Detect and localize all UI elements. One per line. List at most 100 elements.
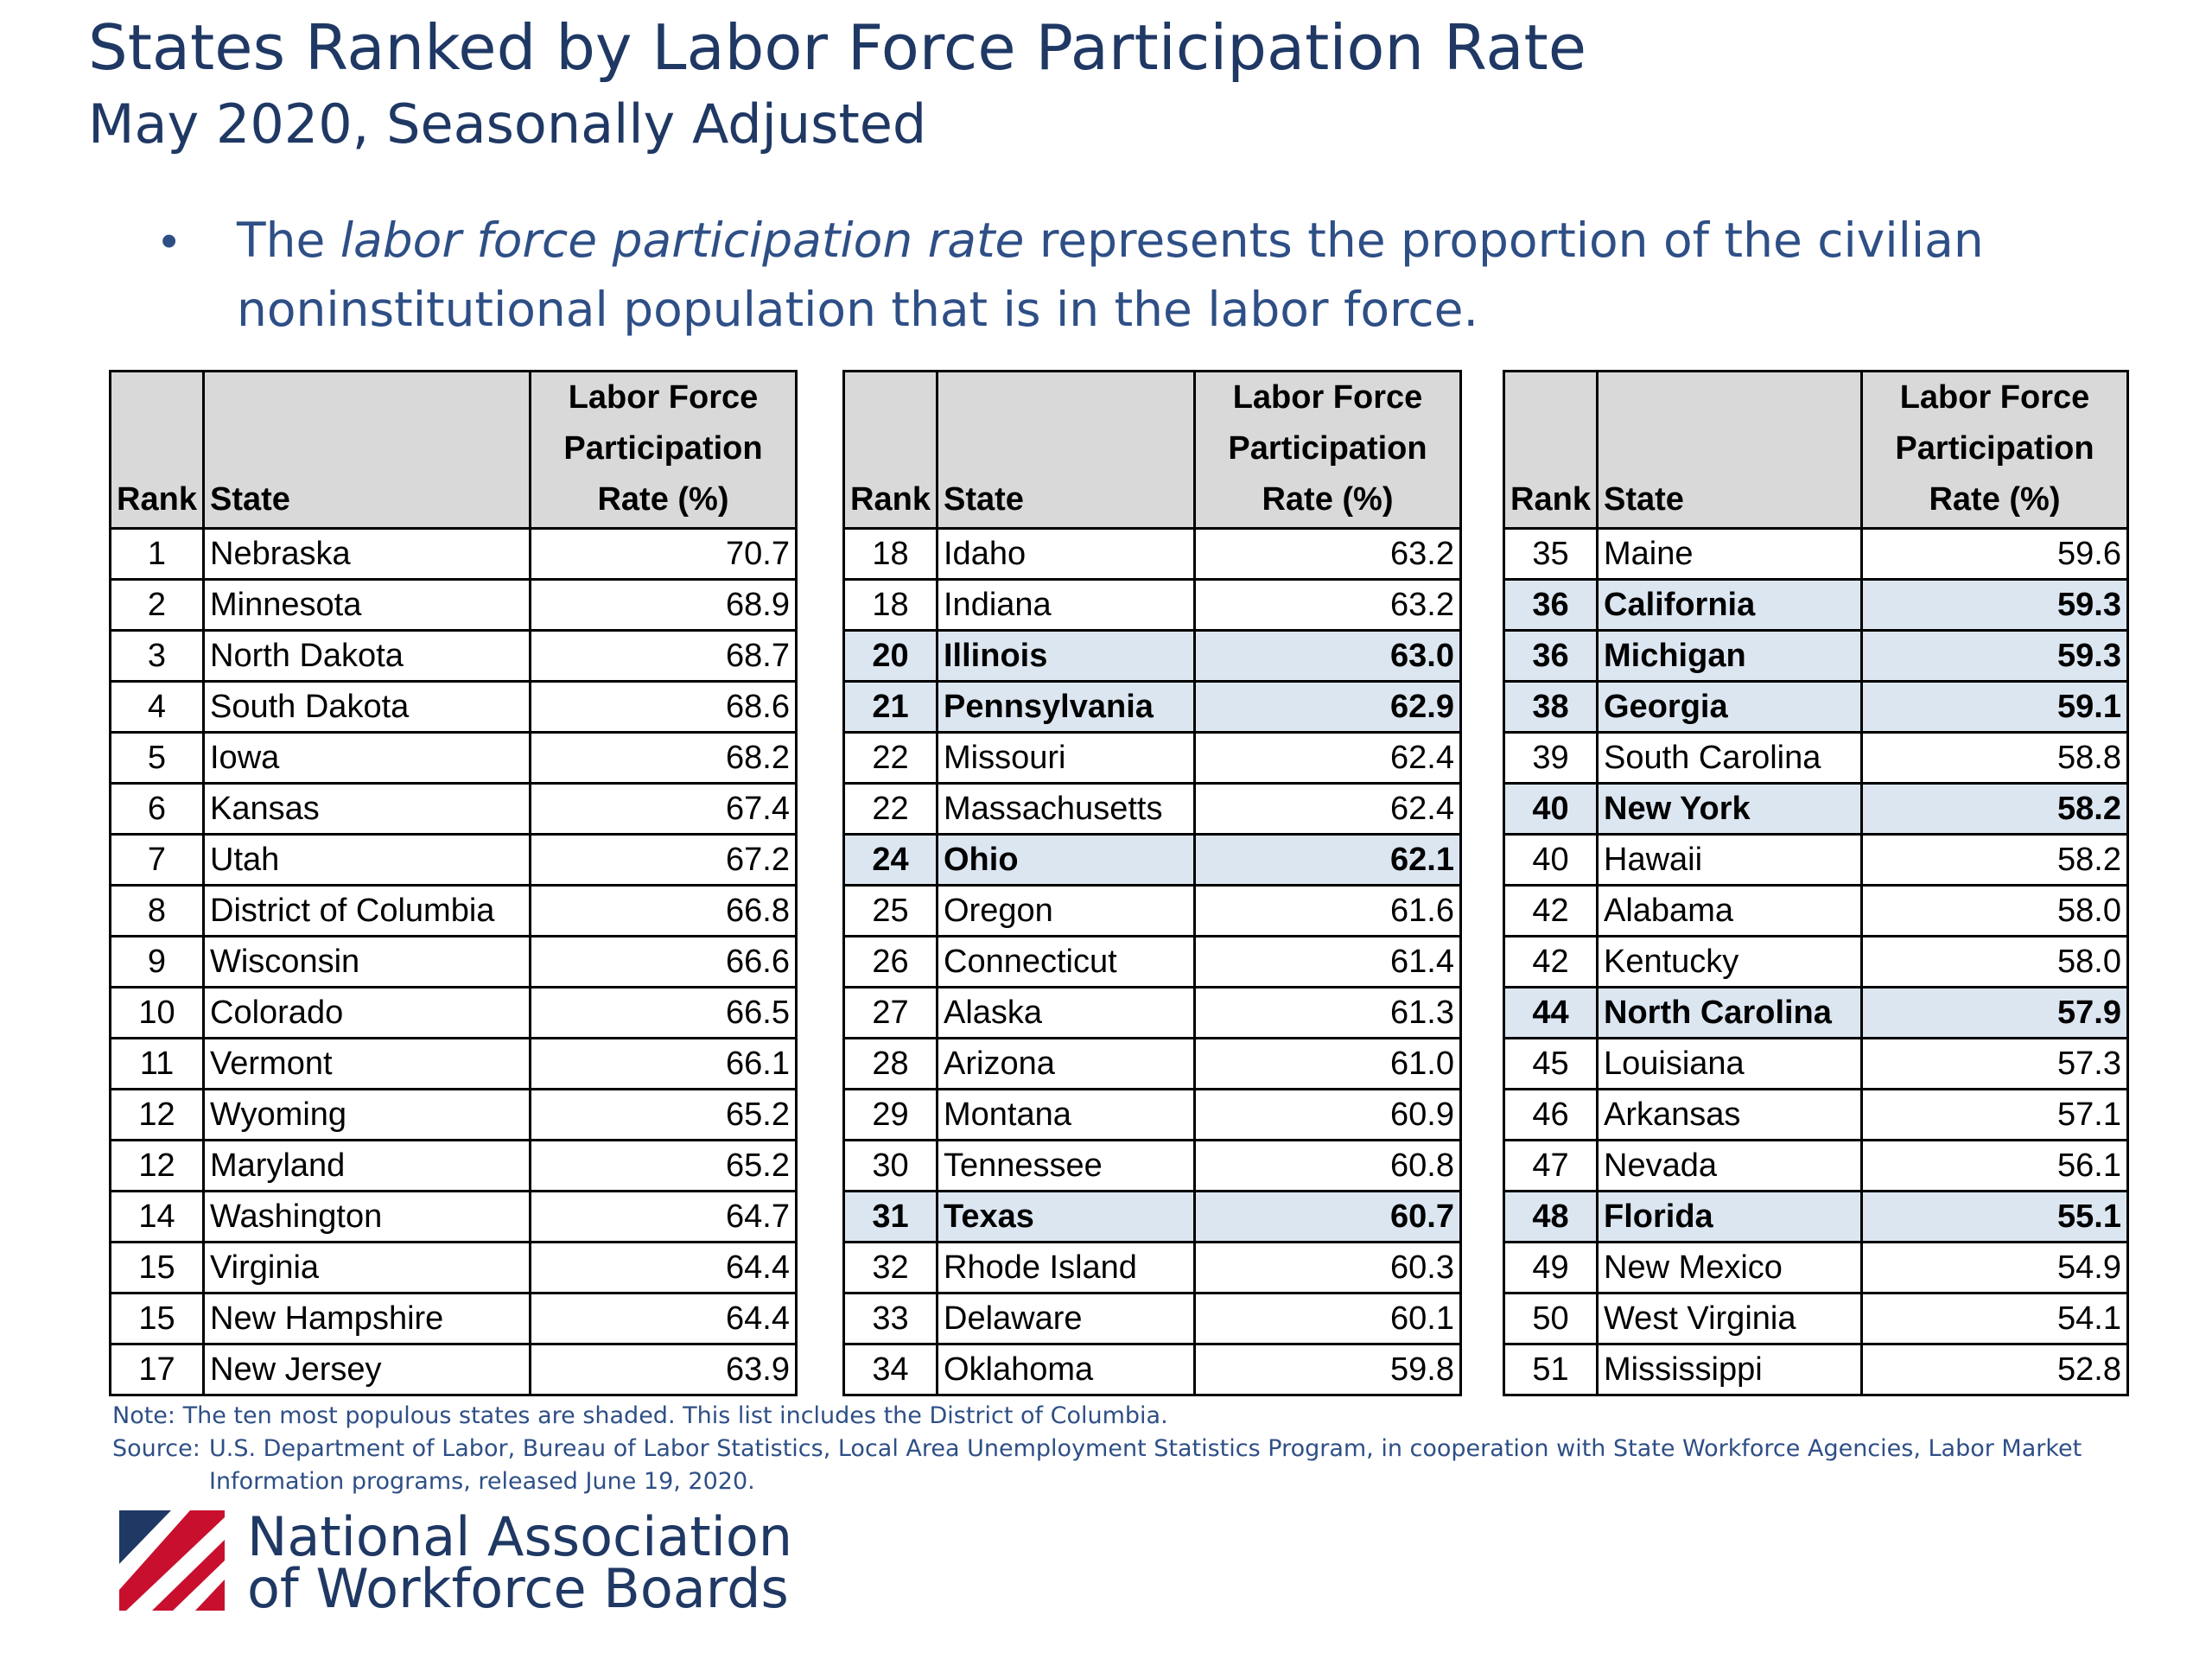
table-row: 9 Wisconsin 66.6	[109, 935, 798, 988]
table-row: 49 New Mexico 54.9	[1503, 1241, 2129, 1294]
rank-cell: 51	[1503, 1343, 1599, 1396]
table-row: 40 New York 58.2	[1503, 782, 2129, 836]
table-row: 40 Hawaii 58.2	[1503, 833, 2129, 887]
rate-cell: 68.2	[529, 731, 798, 785]
table-row: 22 Missouri 62.4	[842, 731, 1462, 785]
rate-cell: 66.8	[529, 884, 798, 938]
rate-cell: 58.0	[1860, 935, 2129, 988]
ranking-table-3: Rank State Labor Force Participation Rate (%…	[1503, 370, 2129, 1396]
table-row: 46 Arkansas 57.1	[1503, 1088, 2129, 1141]
rank-cell: 11	[109, 1037, 205, 1090]
state-cell: Tennessee	[936, 1139, 1196, 1192]
rate-cell: 60.9	[1193, 1088, 1462, 1141]
table-row: 33 Delaware 60.1	[842, 1292, 1462, 1345]
rate-cell: 64.7	[529, 1190, 798, 1243]
rank-cell: 18	[842, 527, 938, 581]
rate-cell: 60.1	[1193, 1292, 1462, 1345]
table-row: 50 West Virginia 54.1	[1503, 1292, 2129, 1345]
rank-cell: 28	[842, 1037, 938, 1090]
rank-cell: 21	[842, 680, 938, 734]
rate-cell: 66.5	[529, 986, 798, 1039]
rank-cell: 8	[109, 884, 205, 938]
rate-cell: 58.2	[1860, 782, 2129, 836]
source-line-1: U.S. Department of Labor, Bureau of Labo…	[209, 1435, 2082, 1462]
rate-cell: 59.8	[1193, 1343, 1462, 1396]
rate-header-line: Rate (%)	[597, 481, 729, 518]
logo-text-line-2: of Workforce Boards	[247, 1557, 789, 1620]
page-subtitle: May 2020, Seasonally Adjusted	[88, 92, 927, 156]
rate-header-line: Rate (%)	[1262, 481, 1394, 518]
table-row: 21 Pennsylvania 62.9	[842, 680, 1462, 734]
rate-cell: 66.1	[529, 1037, 798, 1090]
source-label: Source:	[112, 1435, 200, 1462]
rate-header-line: Labor Force	[1899, 379, 2090, 416]
rank-cell: 2	[109, 578, 205, 632]
rate-cell: 70.7	[529, 527, 798, 581]
state-cell: Alabama	[1596, 884, 1863, 938]
rank-cell: 40	[1503, 833, 1599, 887]
state-cell: Kansas	[202, 782, 531, 836]
bullet-marker: •	[161, 213, 178, 267]
state-cell: Montana	[936, 1088, 1196, 1141]
rank-cell: 12	[109, 1139, 205, 1192]
state-cell: Oklahoma	[936, 1343, 1196, 1396]
rank-cell: 50	[1503, 1292, 1599, 1345]
state-cell: Vermont	[202, 1037, 531, 1090]
table-row: 48 Florida 55.1	[1503, 1190, 2129, 1243]
state-cell: North Dakota	[202, 629, 531, 683]
rank-cell: 30	[842, 1139, 938, 1192]
state-cell: New York	[1596, 782, 1863, 836]
state-cell: California	[1596, 578, 1863, 632]
rank-cell: 42	[1503, 884, 1599, 938]
table-row: 18 Indiana 63.2	[842, 578, 1462, 632]
definition-text: The labor force participation rate repre…	[237, 206, 2094, 344]
rank-cell: 22	[842, 731, 938, 785]
rate-cell: 55.1	[1860, 1190, 2129, 1243]
definition-emphasis: labor force participation rate	[340, 213, 1025, 268]
rank-cell: 36	[1503, 629, 1599, 683]
rate-cell: 60.3	[1193, 1241, 1462, 1294]
table-row: 22 Massachusetts 62.4	[842, 782, 1462, 836]
rank-cell: 44	[1503, 986, 1599, 1039]
table-row: 38 Georgia 59.1	[1503, 680, 2129, 734]
state-cell: Colorado	[202, 986, 531, 1039]
state-cell: South Dakota	[202, 680, 531, 734]
state-cell: Florida	[1596, 1190, 1863, 1243]
table-row: 35 Maine 59.6	[1503, 527, 2129, 581]
rate-cell: 62.1	[1193, 833, 1462, 887]
rate-header: Labor Force Participation Rate (%)	[529, 370, 798, 530]
rank-header: Rank	[1503, 370, 1599, 530]
rate-cell: 65.2	[529, 1139, 798, 1192]
rate-header-line: Participation	[1895, 430, 2094, 467]
state-cell: Mississippi	[1596, 1343, 1863, 1396]
rate-cell: 61.6	[1193, 884, 1462, 938]
rank-cell: 9	[109, 935, 205, 988]
rate-cell: 59.1	[1860, 680, 2129, 734]
state-cell: Missouri	[936, 731, 1196, 785]
rank-cell: 36	[1503, 578, 1599, 632]
rate-cell: 63.9	[529, 1343, 798, 1396]
table-row: 27 Alaska 61.3	[842, 986, 1462, 1039]
rate-cell: 58.8	[1860, 731, 2129, 785]
state-header: State	[202, 370, 531, 530]
rank-cell: 45	[1503, 1037, 1599, 1090]
rate-cell: 64.4	[529, 1241, 798, 1294]
rank-cell: 17	[109, 1343, 205, 1396]
table-row: 11 Vermont 66.1	[109, 1037, 798, 1090]
state-cell: Washington	[202, 1190, 531, 1243]
rank-cell: 15	[109, 1292, 205, 1345]
footnote: Note: The ten most populous states are s…	[112, 1402, 1168, 1429]
rate-cell: 54.9	[1860, 1241, 2129, 1294]
table-row: 24 Ohio 62.1	[842, 833, 1462, 887]
rate-cell: 62.4	[1193, 731, 1462, 785]
table-row: 42 Alabama 58.0	[1503, 884, 2129, 938]
state-cell: Iowa	[202, 731, 531, 785]
table-row: 32 Rhode Island 60.3	[842, 1241, 1462, 1294]
rank-cell: 29	[842, 1088, 938, 1141]
table-row: 20 Illinois 63.0	[842, 629, 1462, 683]
rank-cell: 39	[1503, 731, 1599, 785]
table-row: 14 Washington 64.7	[109, 1190, 798, 1243]
rank-cell: 31	[842, 1190, 938, 1243]
table-row: 18 Idaho 63.2	[842, 527, 1462, 581]
state-cell: Connecticut	[936, 935, 1196, 988]
